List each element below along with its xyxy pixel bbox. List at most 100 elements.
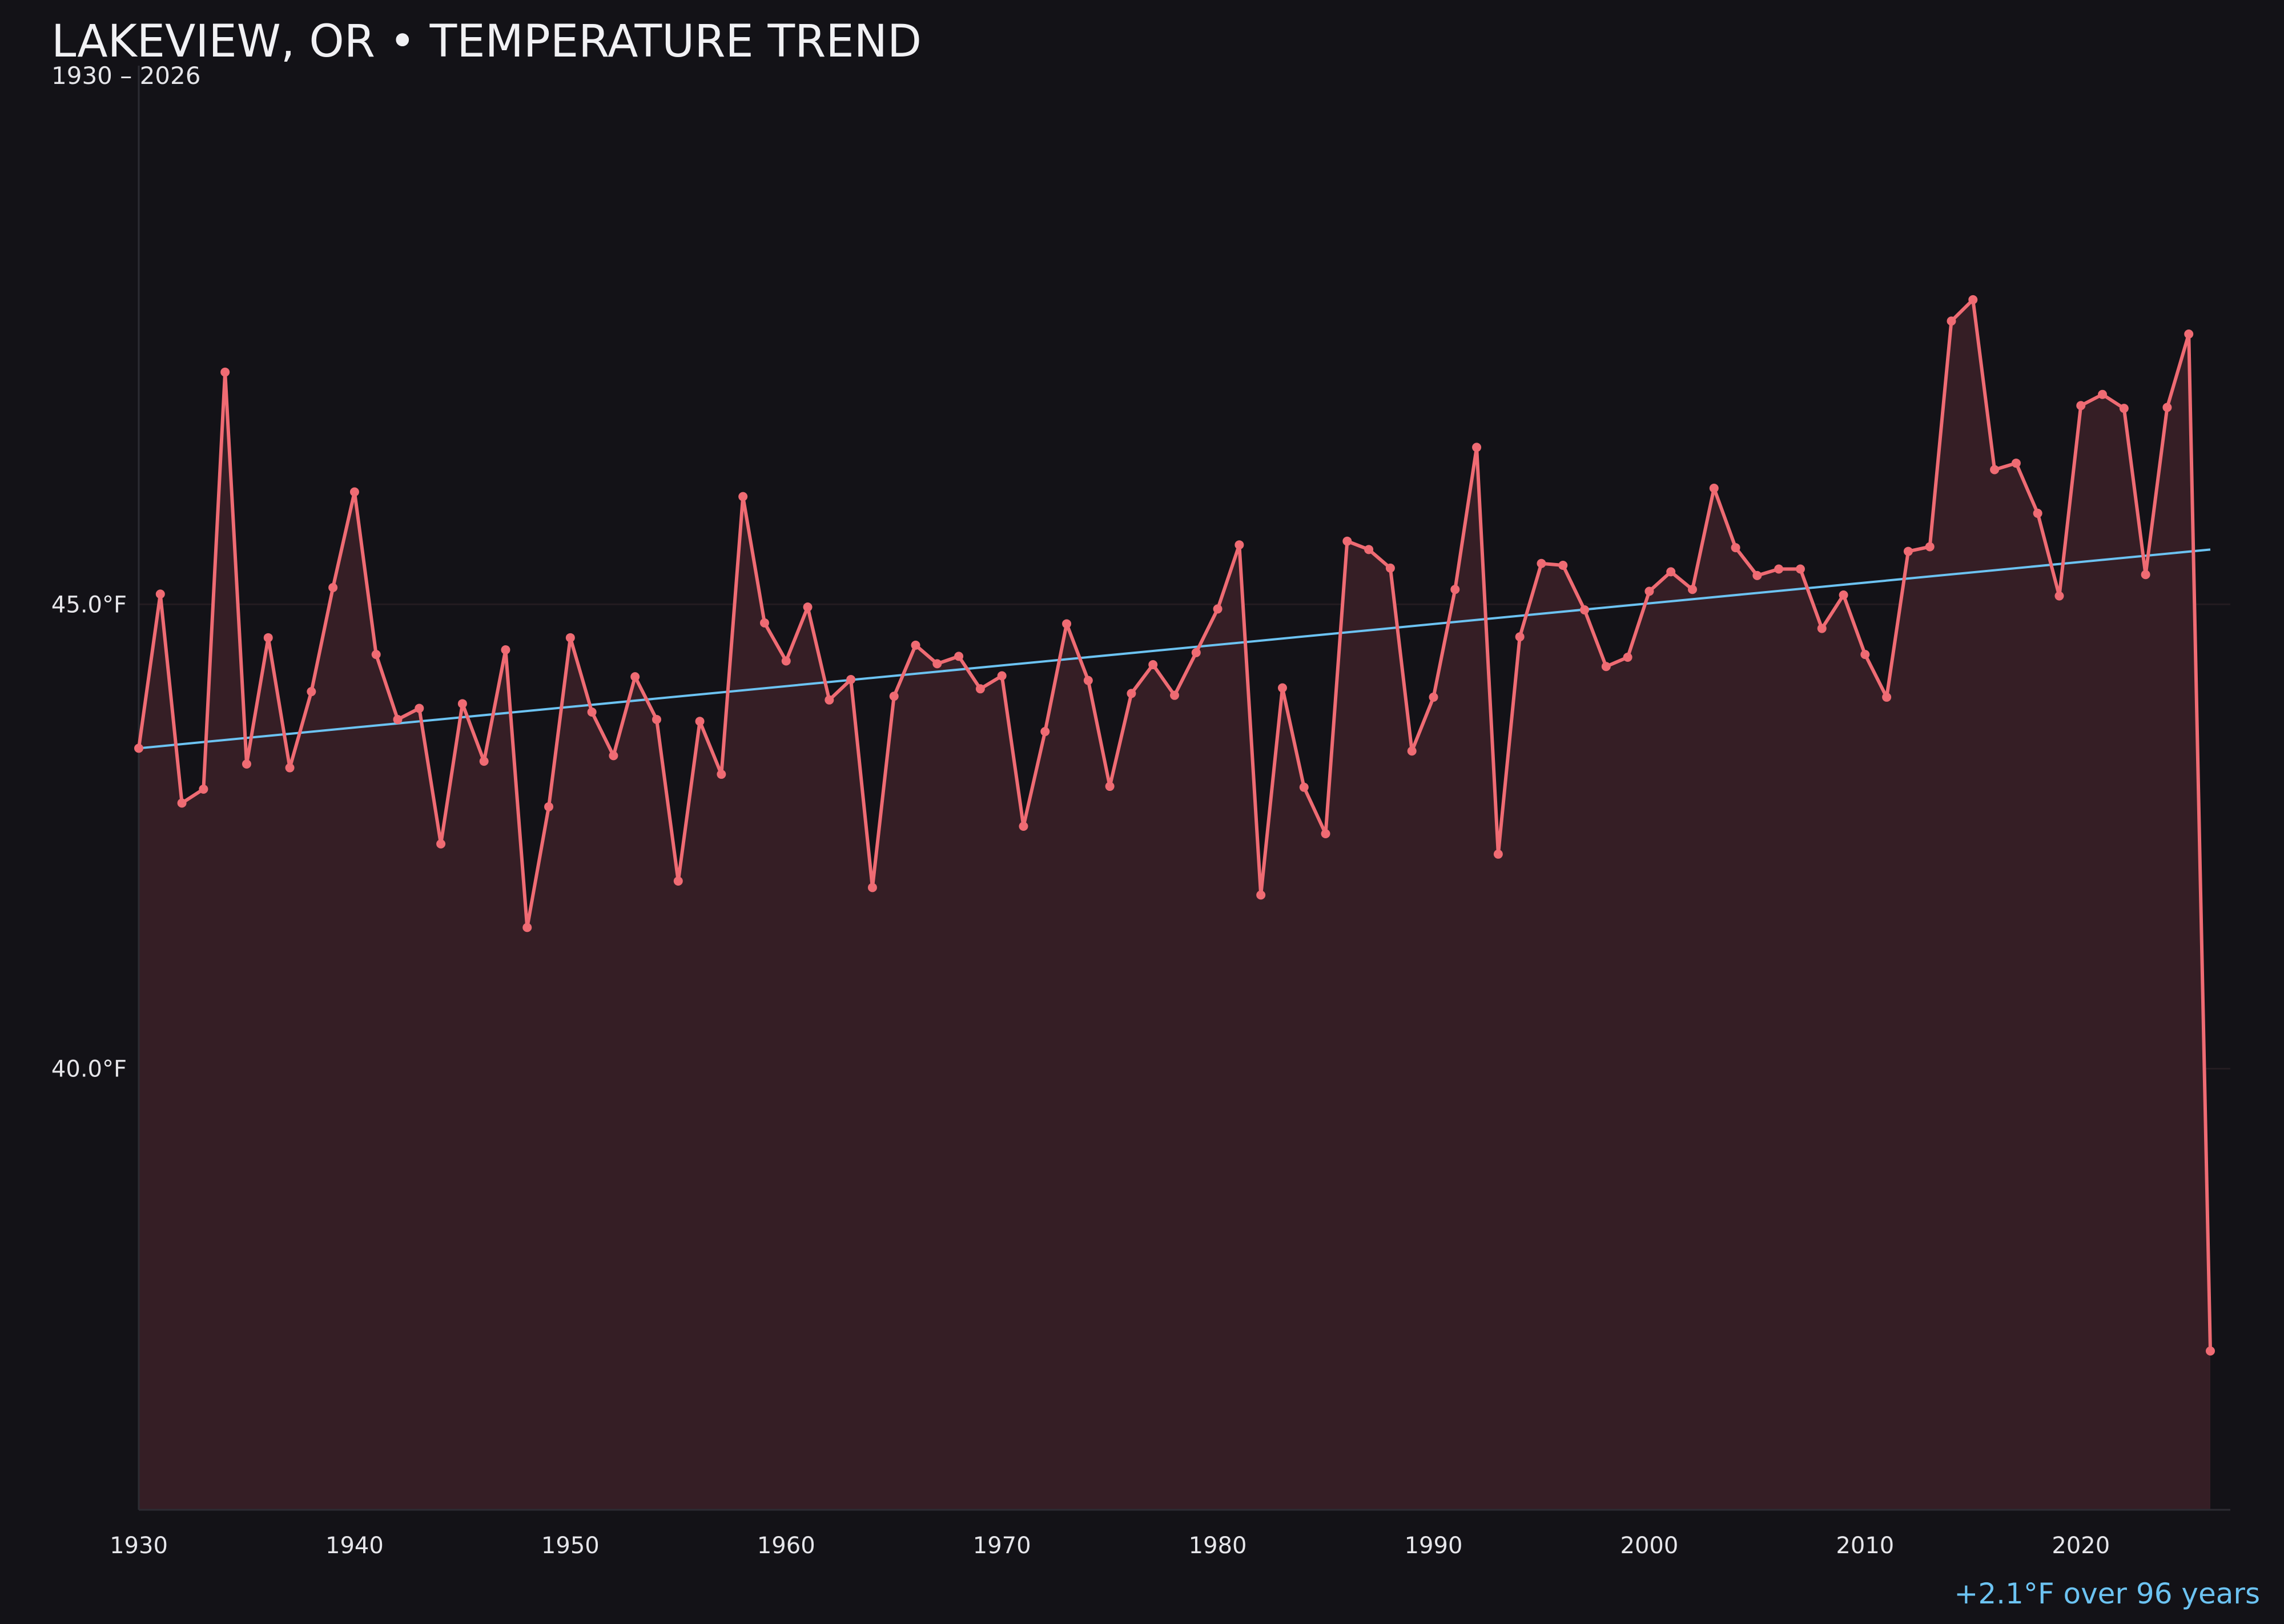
data-point-1991 [1450, 585, 1460, 594]
data-point-1961 [803, 602, 813, 612]
y-tick-label-1: 45.0°F [51, 592, 127, 618]
data-point-1956 [695, 717, 705, 726]
data-point-1975 [1105, 782, 1115, 791]
data-point-1972 [1040, 727, 1050, 737]
data-point-1983 [1277, 683, 1287, 693]
data-point-2002 [1688, 585, 1697, 594]
data-point-1979 [1191, 648, 1201, 657]
data-point-1959 [759, 618, 769, 628]
area-fill [139, 299, 2210, 1510]
data-point-1943 [415, 704, 424, 713]
x-tick-label-1990: 1990 [1405, 1533, 1463, 1559]
data-points [134, 295, 2215, 1356]
data-point-2003 [1709, 483, 1719, 493]
data-point-1940 [349, 487, 359, 497]
data-point-1987 [1364, 545, 1374, 554]
data-point-1936 [263, 633, 273, 642]
data-point-1989 [1407, 746, 1417, 756]
data-point-1931 [155, 589, 165, 599]
data-point-1937 [285, 763, 295, 773]
x-axis-ticks: 1930 1940 1950 1960 1970 1980 1990 2000 2010 2020 [110, 1533, 2110, 1559]
axes [138, 66, 2230, 1511]
data-point-2019 [2054, 591, 2064, 601]
data-point-1955 [673, 876, 683, 886]
data-point-2007 [1795, 564, 1805, 574]
x-tick-label-1950: 1950 [541, 1533, 600, 1559]
data-point-2011 [1882, 692, 1892, 702]
data-point-1962 [825, 695, 834, 705]
data-point-1930 [134, 743, 143, 753]
data-point-1954 [652, 714, 661, 724]
data-point-2004 [1731, 543, 1740, 553]
x-tick-label-1960: 1960 [757, 1533, 815, 1559]
data-point-1995 [1537, 558, 1546, 568]
data-point-1996 [1558, 560, 1568, 570]
x-tick-label-1930: 1930 [110, 1533, 168, 1559]
data-point-2013 [1925, 542, 1935, 552]
data-point-1947 [501, 645, 510, 654]
data-point-1982 [1256, 890, 1266, 900]
data-point-1952 [609, 751, 618, 761]
data-point-1985 [1321, 829, 1330, 839]
data-point-2018 [2033, 508, 2042, 518]
data-point-2025 [2184, 329, 2194, 339]
trend-annotation: +2.1°F over 96 years [1954, 1577, 2260, 1610]
data-point-1964 [867, 883, 877, 893]
x-tick-label-2020: 2020 [2052, 1533, 2110, 1559]
data-point-2016 [1990, 465, 2000, 475]
data-point-1960 [781, 656, 791, 666]
x-tick-label-1980: 1980 [1189, 1533, 1247, 1559]
x-tick-label-2000: 2000 [1620, 1533, 1679, 1559]
data-point-1998 [1601, 662, 1611, 672]
data-point-1968 [954, 652, 964, 661]
data-point-2005 [1752, 570, 1762, 580]
data-point-2014 [1947, 316, 1956, 326]
data-point-2010 [1860, 650, 1870, 660]
data-point-1966 [911, 640, 920, 650]
data-point-1984 [1299, 782, 1309, 792]
data-point-1938 [307, 687, 316, 697]
data-point-1976 [1127, 689, 1136, 698]
data-point-1953 [630, 672, 640, 682]
data-point-2020 [2076, 401, 2086, 411]
data-point-2008 [1817, 624, 1827, 633]
data-point-1963 [846, 675, 856, 685]
trend-line [138, 548, 2211, 750]
data-point-2006 [1774, 564, 1784, 574]
data-point-1988 [1385, 563, 1395, 573]
trend-layer [138, 548, 2211, 750]
data-point-2021 [2098, 389, 2108, 399]
data-point-2024 [2162, 403, 2172, 412]
data-point-1990 [1429, 692, 1438, 702]
data-point-1977 [1148, 660, 1158, 670]
data-point-1997 [1580, 605, 1590, 615]
data-point-1980 [1213, 604, 1223, 614]
data-point-1933 [199, 784, 208, 794]
data-point-2017 [2011, 459, 2021, 468]
data-point-1999 [1623, 652, 1632, 662]
data-point-1942 [393, 714, 403, 724]
data-point-1939 [328, 583, 338, 593]
data-point-1970 [997, 671, 1007, 681]
x-tick-label-2010: 2010 [1836, 1533, 1894, 1559]
data-point-1944 [436, 839, 446, 849]
data-point-1949 [544, 802, 554, 811]
data-point-1981 [1235, 540, 1244, 550]
data-point-1935 [242, 759, 251, 769]
data-point-1974 [1083, 676, 1093, 685]
data-point-1978 [1170, 690, 1179, 700]
data-point-1951 [587, 707, 597, 717]
data-point-2001 [1666, 567, 1676, 577]
data-point-2023 [2141, 570, 2150, 580]
data-point-1934 [220, 367, 230, 377]
data-point-1948 [522, 923, 532, 932]
data-point-2009 [1839, 590, 1848, 600]
y-axis-ticks: 40.0°F 45.0°F [51, 592, 127, 1082]
data-point-1932 [177, 798, 187, 808]
data-point-1945 [457, 699, 467, 709]
data-point-1946 [479, 757, 489, 766]
data-point-2022 [2119, 404, 2129, 413]
data-point-1971 [1019, 821, 1028, 831]
data-point-1958 [738, 492, 748, 501]
